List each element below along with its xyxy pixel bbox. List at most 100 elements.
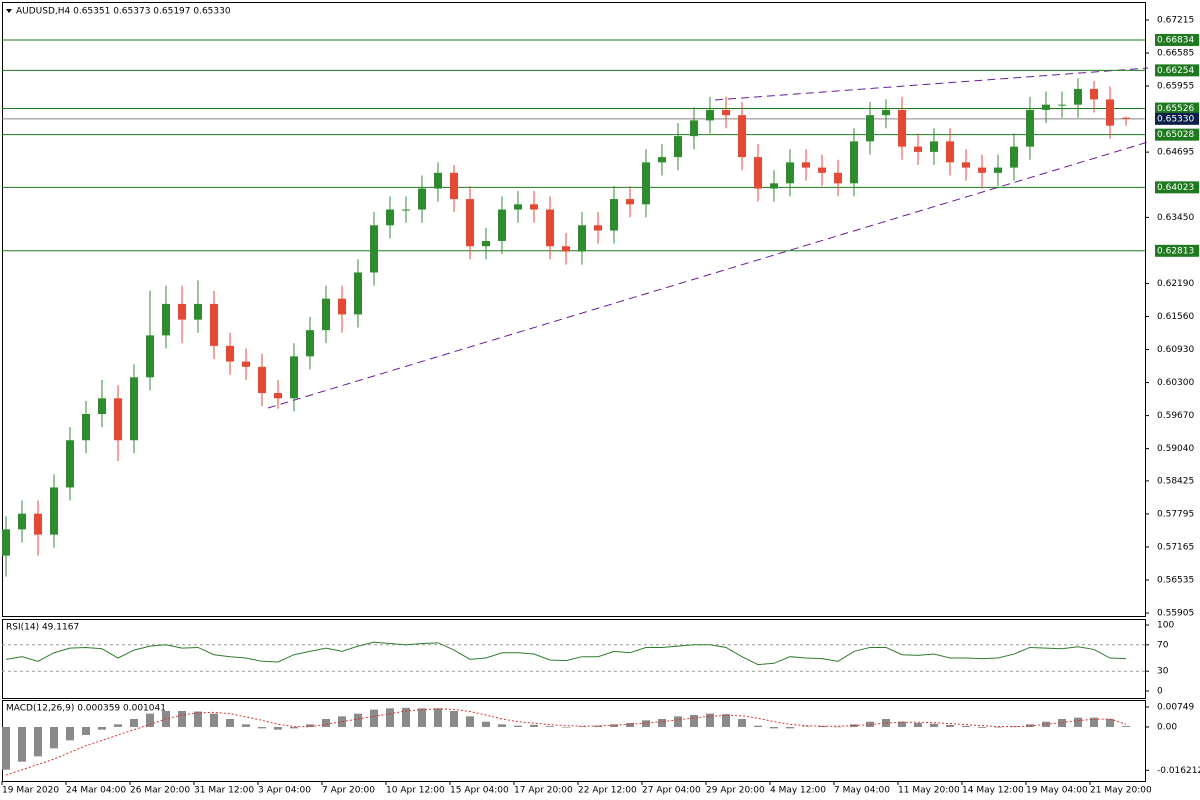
candle-body xyxy=(802,162,810,168)
macd-bar xyxy=(418,708,426,728)
macd-bar xyxy=(594,725,602,728)
macd-bar xyxy=(866,721,874,728)
candle-body xyxy=(642,162,650,205)
level-label-box xyxy=(1155,64,1199,77)
y-tick-label: 0.58425 xyxy=(1157,476,1194,486)
rsi-title: RSI(14) 49.1167 xyxy=(6,623,79,633)
candle-body xyxy=(1026,109,1034,147)
y-tick-label: 0.56535 xyxy=(1157,575,1194,585)
macd-bar xyxy=(178,710,186,728)
macd-bar xyxy=(226,718,234,728)
macd-bar xyxy=(690,714,698,728)
candle-body xyxy=(1042,104,1050,110)
y-tick-label: 0.55905 xyxy=(1157,609,1194,619)
y-tick-label: 0.57165 xyxy=(1157,542,1194,552)
candle-body xyxy=(482,240,490,247)
macd-bar xyxy=(930,723,938,728)
y-tick-label: 0.59040 xyxy=(1157,444,1194,454)
x-tick-label: 11 May 20:00 xyxy=(898,786,960,796)
candle-body xyxy=(818,167,826,173)
candle-body xyxy=(530,204,538,210)
candle-body xyxy=(962,162,970,168)
macd-bar xyxy=(466,716,474,728)
candle-body xyxy=(450,172,458,200)
x-tick-label: 21 May 20:00 xyxy=(1090,786,1152,796)
macd-bar xyxy=(1090,717,1098,728)
macd-bar xyxy=(66,727,74,741)
level-label-box xyxy=(1155,244,1199,257)
current-price-box xyxy=(1155,112,1199,125)
macd-bar xyxy=(1122,726,1130,728)
macd-bar xyxy=(434,708,442,728)
candle-body xyxy=(850,141,858,184)
level-label: 0.64023 xyxy=(1157,183,1194,193)
candle-body xyxy=(242,361,250,367)
macd-bar xyxy=(802,726,810,728)
candle-body xyxy=(130,377,138,441)
macd-bar xyxy=(1074,717,1082,728)
macd-bar xyxy=(194,711,202,728)
y-tick-label: 0.61560 xyxy=(1157,312,1194,322)
level-label-box xyxy=(1155,128,1199,141)
candle-body xyxy=(738,115,746,158)
y-tick-label: 0 xyxy=(1157,687,1163,697)
candle-body xyxy=(370,225,378,273)
x-tick-label: 3 Apr 04:00 xyxy=(258,786,311,796)
candle-body xyxy=(18,513,26,530)
y-tick-label: 30 xyxy=(1157,667,1169,677)
current-price-label: 0.65330 xyxy=(1157,114,1194,124)
candle-body xyxy=(786,162,794,184)
x-tick-label: 19 Mar 2020 xyxy=(2,786,59,796)
level-label: 0.65028 xyxy=(1157,130,1194,140)
x-tick-label: 24 Mar 04:00 xyxy=(66,786,126,796)
macd-bar xyxy=(322,718,330,728)
candle-body xyxy=(994,167,1002,173)
candle-body xyxy=(306,330,314,357)
candle-body xyxy=(658,157,666,163)
macd-bar xyxy=(962,725,970,728)
macd-bar xyxy=(130,718,138,728)
collapse-icon[interactable] xyxy=(6,9,12,13)
level-label-box xyxy=(1155,102,1199,115)
candle-body xyxy=(354,272,362,315)
candle-body xyxy=(498,209,506,241)
macd-bar xyxy=(738,718,746,728)
macd-bar xyxy=(82,727,90,736)
macd-title: MACD(12,26,9) 0.000359 0.001041 xyxy=(6,704,166,714)
candle-body xyxy=(914,146,922,152)
macd-bar xyxy=(18,727,26,762)
candle-body xyxy=(338,298,346,315)
candle-body xyxy=(258,366,266,394)
y-tick-label: 0.67215 xyxy=(1157,15,1194,25)
macd-bar xyxy=(530,724,538,728)
trend-line xyxy=(267,141,1149,409)
candle-body xyxy=(322,298,330,331)
candle-body xyxy=(946,141,954,163)
level-label: 0.66254 xyxy=(1157,66,1194,76)
macd-bar xyxy=(898,721,906,728)
candle-body xyxy=(82,414,90,441)
macd-bar xyxy=(498,724,506,728)
y-tick-label: 0.66585 xyxy=(1157,49,1194,59)
signal-line xyxy=(5,708,1127,776)
macd-bar xyxy=(658,718,666,728)
level-label: 0.66834 xyxy=(1157,35,1194,45)
macd-bar xyxy=(818,725,826,728)
trend-line xyxy=(714,67,1149,101)
macd-bar xyxy=(482,721,490,728)
macd-bar xyxy=(450,710,458,728)
x-tick-label: 22 Apr 12:00 xyxy=(578,786,637,796)
macd-bar xyxy=(50,727,58,749)
candle-body xyxy=(178,303,186,320)
x-tick-label: 15 Apr 04:00 xyxy=(450,786,509,796)
macd-bar xyxy=(674,716,682,728)
candle-body xyxy=(1090,88,1098,100)
macd-bar xyxy=(98,727,106,730)
candle-body xyxy=(770,183,778,189)
macd-bar xyxy=(882,718,890,728)
candle-body xyxy=(418,188,426,210)
x-tick-label: 27 Apr 04:00 xyxy=(642,786,701,796)
candle-body xyxy=(690,120,698,137)
candle-body xyxy=(706,109,714,121)
